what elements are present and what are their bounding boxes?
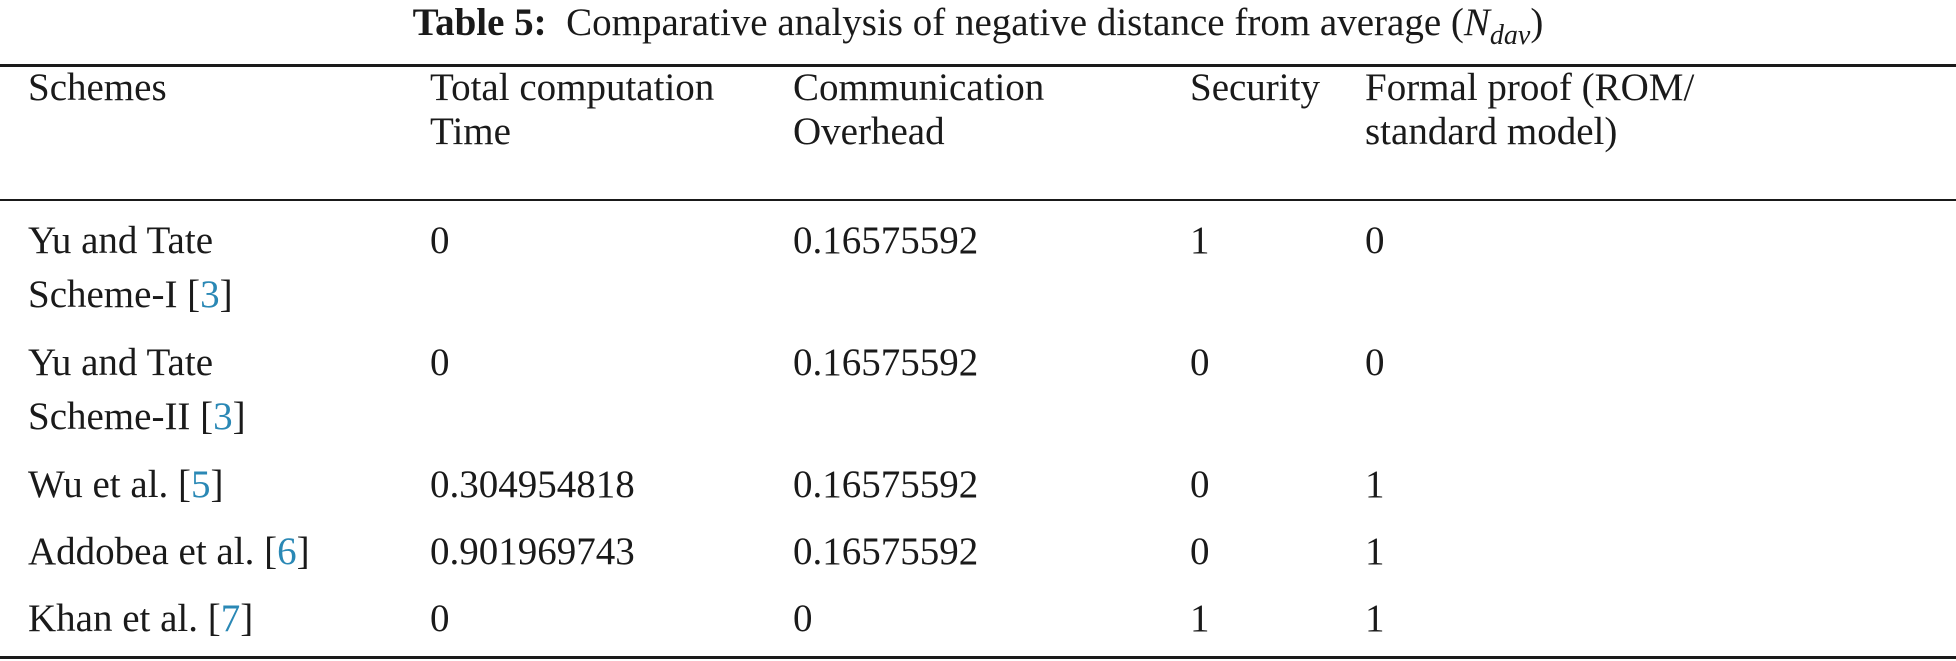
citation-bracket: ] xyxy=(240,597,254,640)
cell-security: 1 xyxy=(1190,597,1210,640)
cell-computation: 0.901969743 xyxy=(430,530,635,573)
header-formal-proof-line1: Formal proof (ROM/ xyxy=(1365,66,1695,109)
cell-formal-proof: 0 xyxy=(1365,219,1385,262)
citation-link[interactable]: 3 xyxy=(200,273,220,316)
scheme-name: Khan et al. [7] xyxy=(28,592,253,645)
scheme-name-line2: Scheme-I [3] xyxy=(28,268,233,321)
header-schemes-text: Schemes xyxy=(28,66,167,109)
cell-communication: 0.16575592 xyxy=(793,219,979,262)
scheme-name-line2: Scheme-II [3] xyxy=(28,390,246,443)
header-total-computation-line1: Total computation xyxy=(430,66,715,109)
header-total-computation-line2: Time xyxy=(430,110,511,153)
scheme-name-text: Wu et al. [ xyxy=(28,463,192,506)
citation-link[interactable]: 3 xyxy=(213,395,233,438)
table-caption: Table 5: Comparative analysis of negativ… xyxy=(0,0,1956,50)
scheme-name-text: Scheme-I [ xyxy=(28,273,201,316)
header-formal-proof-line2: standard model) xyxy=(1365,110,1618,153)
cell-security: 1 xyxy=(1190,219,1210,262)
cell-security: 0 xyxy=(1190,341,1210,384)
cell-communication: 0 xyxy=(793,597,813,640)
cell-communication: 0.16575592 xyxy=(793,463,979,506)
citation-bracket: ] xyxy=(296,530,310,573)
table-caption-text: Comparative analysis of negative distanc… xyxy=(566,1,1464,44)
scheme-name: Addobea et al. [6] xyxy=(28,525,310,578)
cell-security: 0 xyxy=(1190,530,1210,573)
scheme-name-line1: Yu and Tate xyxy=(28,219,214,262)
math-subscript: dav xyxy=(1489,20,1531,51)
scheme-name: Wu et al. [5] xyxy=(28,458,224,511)
header-communication-line2: Overhead xyxy=(793,110,945,153)
citation-link[interactable]: 7 xyxy=(220,597,241,640)
scheme-name-text: Khan et al. [ xyxy=(28,597,221,640)
citation-link[interactable]: 6 xyxy=(277,530,297,573)
header-communication-line1: Communication xyxy=(793,66,1045,109)
citation-link[interactable]: 5 xyxy=(191,463,211,506)
cell-computation: 0 xyxy=(430,341,450,384)
header-security: Security xyxy=(1190,66,1320,109)
math-symbol: N xyxy=(1463,1,1490,44)
table-caption-label: Table 5: xyxy=(412,1,547,44)
cell-formal-proof: 1 xyxy=(1365,463,1385,506)
cell-communication: 0.16575592 xyxy=(793,341,979,384)
cell-computation: 0.304954818 xyxy=(430,463,635,506)
table-caption-close: ) xyxy=(1530,1,1544,44)
table-bottom-rule xyxy=(0,656,1956,659)
cell-computation: 0 xyxy=(430,597,450,640)
cell-formal-proof: 0 xyxy=(1365,341,1385,384)
scheme-name-line1: Yu and Tate xyxy=(28,341,214,384)
citation-bracket: ] xyxy=(232,395,246,438)
cell-security: 0 xyxy=(1190,463,1210,506)
cell-formal-proof: 1 xyxy=(1365,597,1385,640)
cell-formal-proof: 1 xyxy=(1365,530,1385,573)
citation-bracket: ] xyxy=(219,273,233,316)
table-top-rule xyxy=(0,64,1956,67)
table-header-rule xyxy=(0,199,1956,201)
citation-bracket: ] xyxy=(210,463,224,506)
scheme-name-text: Addobea et al. [ xyxy=(28,530,278,573)
header-schemes: Schemes xyxy=(28,61,167,114)
cell-communication: 0.16575592 xyxy=(793,530,979,573)
cell-computation: 0 xyxy=(430,219,450,262)
scheme-name-text: Scheme-II [ xyxy=(28,395,214,438)
table-caption-math: Ndav xyxy=(1463,1,1530,50)
